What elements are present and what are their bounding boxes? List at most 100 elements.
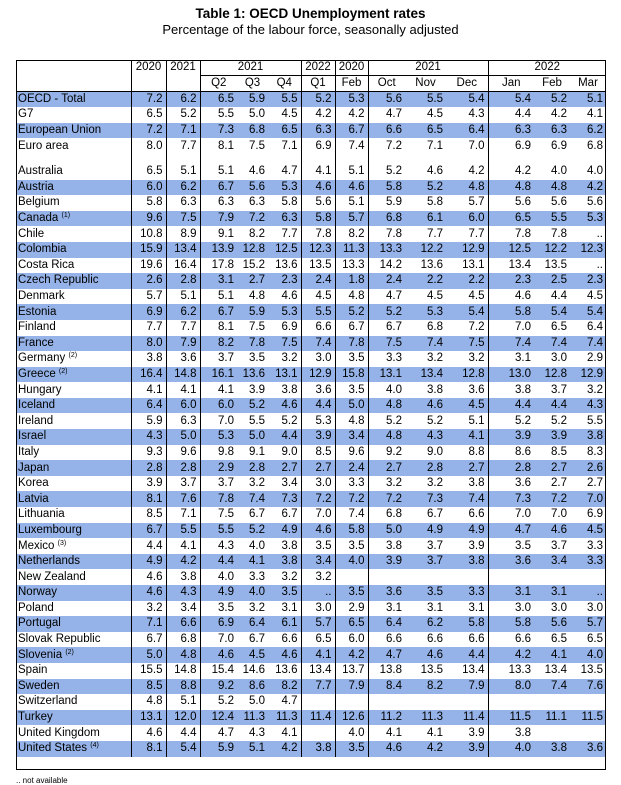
row-label: Estonia: [16, 304, 131, 320]
value-cell: 7.7: [281, 227, 298, 240]
value-cell: 7.2: [237, 210, 268, 227]
value-cell: 4.7: [367, 647, 405, 663]
country-name: Poland: [18, 601, 54, 614]
value-cell: 7.4: [334, 138, 368, 154]
value-cell: 4.6: [249, 165, 265, 178]
value-cell: 5.6: [300, 195, 335, 211]
value-cell: 3.8: [534, 740, 570, 757]
value-cell: 5.0: [165, 429, 200, 445]
value-cell: 3.3: [570, 553, 606, 570]
value-cell: 3.3: [249, 570, 265, 583]
value-cell: 6.5: [405, 122, 446, 139]
value-cell: 5.1: [199, 163, 237, 180]
row-label: Poland: [16, 601, 131, 617]
value-cell: [446, 569, 488, 585]
value-cell: 3.4: [534, 553, 570, 570]
value-cell: 4.8: [130, 694, 166, 710]
value-cell: 9.1: [199, 226, 237, 242]
value-cell: 5.0: [249, 108, 265, 121]
value-cell: 3.8: [268, 553, 301, 570]
country-name: Slovenia: [18, 648, 63, 661]
value-cell: 5.3: [405, 304, 446, 320]
value-cell: 3.8: [367, 538, 405, 554]
value-cell: 6.8: [367, 210, 405, 227]
value-cell: 5.6: [487, 195, 534, 211]
value-cell: 5.2: [334, 304, 368, 320]
value-cell: 3.6: [487, 553, 534, 570]
table-row: Austria 6.0 6.2 6.7 5.6 5.3 4.6 4.6 5.8 5.2 4.8 4.8…: [16, 179, 606, 196]
value-cell: 5.6: [587, 196, 603, 209]
value-cell: 9.8: [199, 444, 237, 461]
value-cell: 9.6: [334, 444, 368, 461]
value-cell: 4.8: [334, 288, 368, 305]
value-cell: 3.6: [367, 585, 405, 601]
value-cell: 13.1: [462, 258, 485, 271]
value-cell: [367, 569, 405, 585]
value-cell: 3.0: [587, 601, 603, 614]
row-label: Greece (2): [16, 366, 131, 383]
value-cell: 4.1: [165, 538, 200, 554]
value-cell: 4.4: [165, 725, 200, 741]
table-row: Turkey 13.1 12.0 12.4 11.3 11.3 11.4 12.6 11.2 11…: [16, 709, 606, 726]
value-cell: 8.5: [130, 507, 166, 523]
country-name: G7: [18, 108, 34, 121]
row-label: Italy: [16, 445, 131, 461]
row-label: Australia: [16, 164, 131, 180]
value-cell: 4.4: [551, 290, 567, 303]
value-cell: 3.9: [367, 553, 405, 570]
value-cell: 3.8: [281, 383, 298, 396]
value-cell: 7.9: [199, 210, 237, 227]
table-row: Lithuania 8.5 7.1 7.5 6.7 6.7 7.0 7.4 6.8 6.7 6.6 7…: [16, 507, 606, 523]
value-cell: 17.8: [199, 257, 237, 274]
value-cell: 4.0: [367, 382, 405, 398]
value-cell: 3.2: [300, 569, 335, 585]
country-name: Greece: [18, 367, 56, 380]
value-cell: 3.5: [300, 538, 335, 554]
row-label: Sweden: [16, 678, 131, 695]
value-cell: 4.6: [130, 585, 166, 601]
country-name: Ireland: [18, 414, 54, 427]
value-cell: 8.8: [468, 445, 485, 458]
value-cell: 4.6: [281, 290, 298, 303]
country-name: Israel: [18, 430, 47, 443]
header-row-years: 2020 2021 2021 2022 2020 2021 2022: [16, 60, 606, 76]
footnote-marker: (3): [57, 539, 67, 547]
country-name: Slovak Republic: [18, 633, 101, 646]
value-cell: 9.6: [130, 210, 166, 227]
value-cell: 7.5: [446, 335, 488, 352]
value-cell: 8.1: [130, 740, 166, 757]
value-cell: 13.5: [580, 664, 603, 677]
value-cell: 2.7: [268, 460, 301, 476]
value-cell: 6.4: [446, 122, 488, 139]
value-cell: 5.1: [199, 288, 237, 305]
table-row: Estonia 6.9 6.2 6.7 5.9 5.3 5.5 5.2 5.2 5.3 5.4 5.8…: [16, 304, 606, 320]
table-row: United States (4) 8.1 5.4 5.9 5.1 4.2 3.8 3.5 4.…: [16, 740, 606, 757]
value-cell: 4.5: [300, 288, 335, 305]
value-cell: 11.5: [487, 709, 534, 726]
value-cell: 7.5: [165, 210, 200, 227]
value-cell: 4.6: [534, 522, 570, 539]
value-cell: 9.0: [281, 445, 298, 458]
value-cell: 6.7: [334, 122, 368, 139]
table-row: France 8.0 7.9 8.2 7.8 7.5 7.4 7.8 7.5 7.4 7.5 7.4 7…: [16, 335, 606, 352]
value-cell: 11.4: [300, 709, 335, 726]
row-label: Mexico (3): [16, 538, 131, 554]
value-cell: 7.0: [300, 507, 335, 523]
header-2020: 2020: [130, 60, 166, 76]
table-row: G7 6.5 5.2 5.5 5.0 4.5 4.2 4.2 4.7 4.5 4.3 4.4 4.2 4.…: [16, 107, 606, 123]
value-cell: 7.5: [249, 321, 265, 334]
value-cell: 7.9: [446, 678, 488, 695]
value-cell: 12.5: [487, 241, 534, 258]
value-cell: 5.5: [534, 210, 570, 227]
value-cell: 6.5: [551, 321, 567, 334]
value-cell: 6.3: [268, 210, 301, 227]
value-cell: 5.0: [237, 429, 268, 445]
value-cell: 7.2: [468, 321, 485, 334]
value-cell: 3.2: [281, 570, 298, 583]
value-cell: 7.9: [334, 678, 368, 695]
value-cell: 7.1: [165, 122, 200, 139]
value-cell: 1.8: [334, 273, 368, 289]
value-cell: 3.5: [268, 585, 301, 601]
value-cell: 3.9: [446, 740, 488, 757]
row-label: Portugal: [16, 616, 131, 632]
